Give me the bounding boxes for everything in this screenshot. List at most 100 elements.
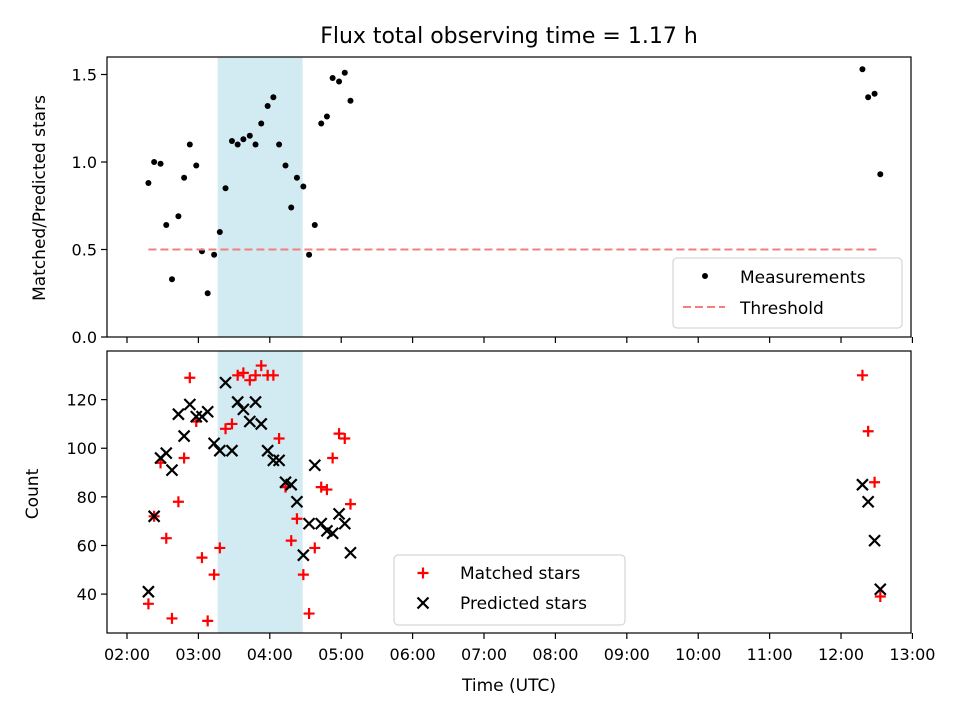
measurements-point: [311, 222, 318, 228]
x-tick-label: 11:00: [747, 645, 793, 664]
matched-stars-point: [874, 591, 886, 603]
predicted-stars-point: [338, 517, 352, 530]
top-y-axis-label: Matched/Predicted stars: [30, 95, 50, 301]
matched-stars-point: [856, 369, 868, 381]
x-tick-label: 03:00: [175, 645, 221, 664]
predicted-stars-point: [272, 454, 286, 467]
legend-predicted-marker: [416, 596, 430, 610]
measurements-point: [336, 78, 343, 85]
matched-stars-point: [297, 569, 309, 581]
measurements-point: [175, 213, 182, 220]
matched-stars-point: [862, 425, 874, 437]
matched-stars-point: [333, 428, 345, 440]
predicted-stars-point: [213, 444, 227, 457]
top-y-tick-label: 0.5: [72, 241, 97, 260]
matched-stars-point: [166, 612, 178, 624]
predicted-stars-point: [261, 444, 274, 457]
predicted-stars-point: [297, 548, 310, 562]
bottom-y-tick-label: 40: [77, 585, 97, 604]
bottom-y-tick-label: 60: [77, 536, 97, 555]
bottom-y-tick-label: 120: [66, 391, 97, 410]
matched-stars-point: [315, 481, 327, 493]
legend-threshold-label: Threshold: [739, 299, 824, 319]
top-legend: Measurements Threshold: [672, 257, 903, 329]
matched-stars-point: [309, 542, 321, 554]
measurements-point: [181, 174, 188, 181]
measurements-point: [282, 162, 289, 169]
matched-stars-point: [220, 423, 232, 435]
predicted-stars-point: [868, 534, 881, 547]
legend-predicted-label: Predicted stars: [460, 594, 587, 614]
measurements-point: [240, 136, 247, 143]
matched-stars-point: [327, 452, 339, 464]
matched-stars-point: [202, 615, 214, 627]
bottom-y-axis-label: Count: [23, 468, 43, 519]
matched-stars-point: [226, 418, 238, 430]
predicted-stars-point: [267, 454, 280, 467]
top-y-tick-label: 0.0: [72, 328, 97, 347]
measurements-point: [329, 75, 336, 81]
measurements-point: [258, 120, 265, 127]
matched-stars-point: [321, 484, 333, 496]
bottom-y-tick-label: 80: [77, 488, 97, 507]
measurements-point: [222, 185, 229, 192]
matched-stars-point: [869, 476, 881, 488]
top-y-tick-label: 1.5: [72, 66, 97, 85]
bottom-y-tick-label: 100: [66, 439, 97, 458]
matched-stars-point: [142, 598, 154, 610]
top-y-tick-label: 1.0: [72, 153, 97, 172]
matched-stars-point: [285, 535, 297, 547]
matched-stars-point: [291, 513, 303, 525]
x-tick-label: 12:00: [818, 645, 864, 664]
predicted-stars-point: [249, 395, 262, 409]
predicted-stars-point: [243, 415, 257, 428]
matched-stars-point: [250, 369, 262, 381]
measurements-point: [270, 94, 277, 101]
matched-stars-point: [255, 360, 267, 372]
predicted-stars-point: [302, 517, 316, 530]
predicted-stars-point: [332, 507, 346, 521]
x-tick-label: 05:00: [318, 645, 364, 664]
measurements-point: [234, 141, 241, 148]
predicted-stars-point: [290, 495, 304, 509]
measurements-point: [157, 160, 164, 167]
measurements-point: [193, 162, 200, 169]
top-panel: Flux total observing time = 1.17 h Match…: [30, 24, 914, 347]
matched-stars-point: [214, 542, 226, 554]
predicted-stars-point: [861, 495, 875, 509]
bottom-legend-box: [393, 554, 626, 626]
predicted-stars-point: [159, 446, 173, 460]
legend-measurements-label: Measurements: [740, 268, 866, 288]
predicted-stars-point: [254, 417, 268, 431]
bottom-shaded-interval: [217, 351, 303, 633]
predicted-stars-point: [308, 458, 322, 472]
x-axis-label: Time (UTC): [461, 676, 556, 696]
predicted-stars-point: [874, 582, 887, 596]
measurements-point: [211, 251, 218, 258]
measurements-point: [163, 222, 170, 228]
top-shaded-interval: [217, 57, 303, 337]
measurements-point: [323, 113, 330, 120]
predicted-stars-point: [326, 527, 339, 540]
x-tick-label: 13:00: [889, 645, 935, 664]
matched-stars-point: [160, 532, 172, 544]
measurements-point: [300, 183, 307, 190]
matched-stars-point: [303, 608, 315, 620]
measurements-point: [204, 290, 211, 297]
measurements-point: [318, 120, 325, 127]
predicted-stars-point: [856, 478, 869, 491]
matched-stars-point: [339, 433, 351, 445]
matched-stars-point: [232, 369, 244, 381]
legend-matched-label: Matched stars: [460, 564, 580, 584]
matched-stars-point: [208, 569, 220, 581]
chart-title: Flux total observing time = 1.17 h: [320, 24, 698, 49]
predicted-stars-point: [231, 395, 244, 409]
measurements-point: [252, 141, 259, 148]
predicted-stars-point: [172, 407, 185, 421]
matched-stars-point: [178, 452, 190, 464]
predicted-stars-point: [225, 444, 239, 457]
predicted-stars-point: [142, 585, 155, 598]
measurements-point: [186, 141, 193, 148]
measurements-point: [871, 90, 878, 97]
